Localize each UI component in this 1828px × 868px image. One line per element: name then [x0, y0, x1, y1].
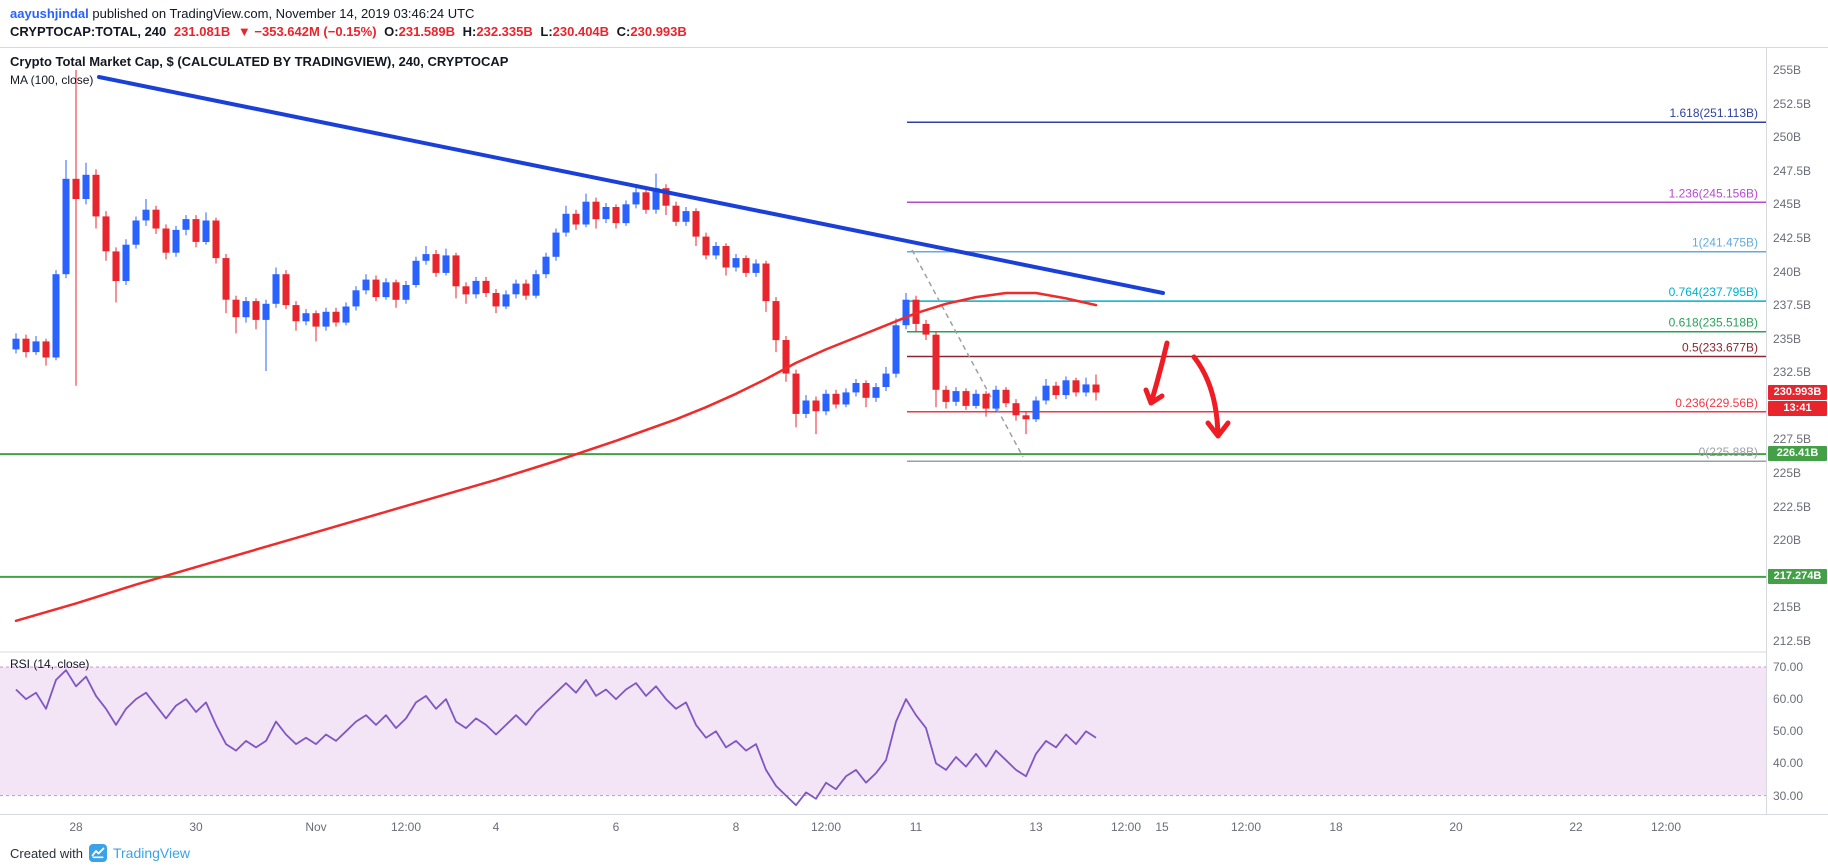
pane-title: Crypto Total Market Cap, $ (CALCULATED B… [10, 54, 509, 69]
header-byline: aayushjindal published on TradingView.co… [10, 6, 474, 21]
time-axis-label: 30 [189, 820, 203, 834]
price-chart-canvas[interactable]: 1.618(251.113B) 1.236(245.156B) 1(241.475B… [0, 48, 1766, 838]
footer: Created with TradingView [10, 844, 190, 862]
svg-text:1.618(251.113B): 1.618(251.113B) [1669, 106, 1758, 120]
svg-text:0.236(229.56B): 0.236(229.56B) [1675, 396, 1758, 410]
rsi-axis-label: 30.00 [1773, 788, 1804, 803]
open-label: O: [384, 24, 399, 39]
rsi-axis-label: 50.00 [1773, 724, 1804, 739]
time-axis[interactable]: 28 30 Nov 12:00 4 6 8 12:00 11 13 12:00 15 12:00 18 20… [0, 814, 1828, 839]
time-axis-label: 4 [492, 820, 500, 834]
price-axis-label: 252.5B [1773, 96, 1812, 111]
time-axis-label: 12:00 [810, 820, 842, 834]
chart-area: 1.618(251.113B) 1.236(245.156B) 1(241.475B… [0, 47, 1828, 839]
symbol-label: CRYPTOCAP:TOTAL, 240 [10, 24, 167, 39]
rsi-legend: RSI (14, close) [10, 657, 90, 671]
price-axis-label: 242.5B [1773, 230, 1812, 245]
close-value: 230.993B [630, 24, 687, 39]
time-axis-label: 13 [1029, 820, 1043, 834]
symbol-quote-line: CRYPTOCAP:TOTAL, 240 231.081B ▼ −353.642… [10, 24, 691, 39]
svg-text:1.236(245.156B): 1.236(245.156B) [1669, 186, 1758, 200]
price-axis[interactable]: 255B 252.5B 250B 247.5B 245B 242.5B 240B 237.5B… [1766, 48, 1828, 814]
price-axis-label: 227.5B [1773, 432, 1812, 447]
time-axis-label: 18 [1329, 820, 1343, 834]
price-axis-label: 255B [1773, 63, 1802, 77]
price-axis-label: 222.5B [1773, 499, 1812, 514]
ma-legend: MA (100, close) [10, 73, 94, 87]
high-value: 232.335B [476, 24, 533, 39]
time-axis-label: 12:00 [390, 820, 422, 834]
price-axis-label: 235B [1773, 331, 1802, 346]
svg-text:0.764(237.795B): 0.764(237.795B) [1669, 285, 1758, 299]
current-price-label: 230.993B [1768, 384, 1827, 400]
low-value: 230.404B [552, 24, 610, 39]
svg-text:0.618(235.518B): 0.618(235.518B) [1669, 316, 1758, 330]
rsi-axis-label: 60.00 [1773, 692, 1804, 707]
low-label: L: [540, 24, 553, 39]
high-label: H: [462, 24, 477, 39]
support-price-label: 217.274B [1768, 568, 1827, 584]
time-axis-label: 8 [732, 820, 740, 834]
time-axis-label: 15 [1155, 820, 1169, 834]
time-axis-label: 28 [69, 820, 83, 834]
price-axis-label: 245B [1773, 197, 1802, 212]
created-with-label: Created with [10, 845, 83, 861]
time-axis-label: 20 [1449, 820, 1463, 834]
price-axis-label: 215B [1773, 600, 1802, 615]
price-axis-label: 220B [1773, 533, 1802, 548]
price-axis-label: 240B [1773, 264, 1802, 279]
rsi-axis-label: 70.00 [1773, 660, 1804, 674]
time-axis-label: 11 [909, 820, 923, 834]
candle-countdown: 13:41 [1768, 400, 1827, 416]
tradingview-brand-link[interactable]: TradingView [112, 845, 191, 861]
tradingview-logo-icon [88, 844, 107, 862]
price-axis-label: 232.5B [1773, 365, 1812, 380]
last-price: 231.081B [173, 24, 231, 39]
time-axis-label: 12:00 [1650, 820, 1682, 834]
time-axis-label: Nov [305, 820, 327, 834]
support-price-label: 226.41B [1768, 446, 1827, 462]
price-axis-label: 237.5B [1773, 298, 1812, 313]
price-change: ▼ −353.642M (−0.15%) [237, 24, 377, 39]
time-axis-label: 12:00 [1110, 820, 1142, 834]
price-axis-label: 250B [1773, 130, 1802, 145]
author-link[interactable]: aayushjindal [10, 6, 89, 21]
time-axis-label: 12:00 [1230, 820, 1262, 834]
svg-text:1(241.475B): 1(241.475B) [1692, 236, 1758, 250]
rsi-axis-label: 40.00 [1773, 756, 1804, 771]
price-axis-label: 247.5B [1773, 163, 1812, 178]
price-axis-label: 225B [1773, 466, 1802, 481]
close-label: C: [616, 24, 631, 39]
open-value: 231.589B [398, 24, 456, 39]
time-axis-label: 22 [1569, 820, 1583, 834]
price-axis-label: 212.5B [1773, 633, 1812, 648]
published-text: published on TradingView.com, November 1… [88, 6, 475, 21]
svg-text:0(225.88B): 0(225.88B) [1699, 445, 1758, 459]
svg-text:0.5(233.677B): 0.5(233.677B) [1682, 340, 1758, 354]
time-axis-label: 6 [612, 820, 620, 834]
